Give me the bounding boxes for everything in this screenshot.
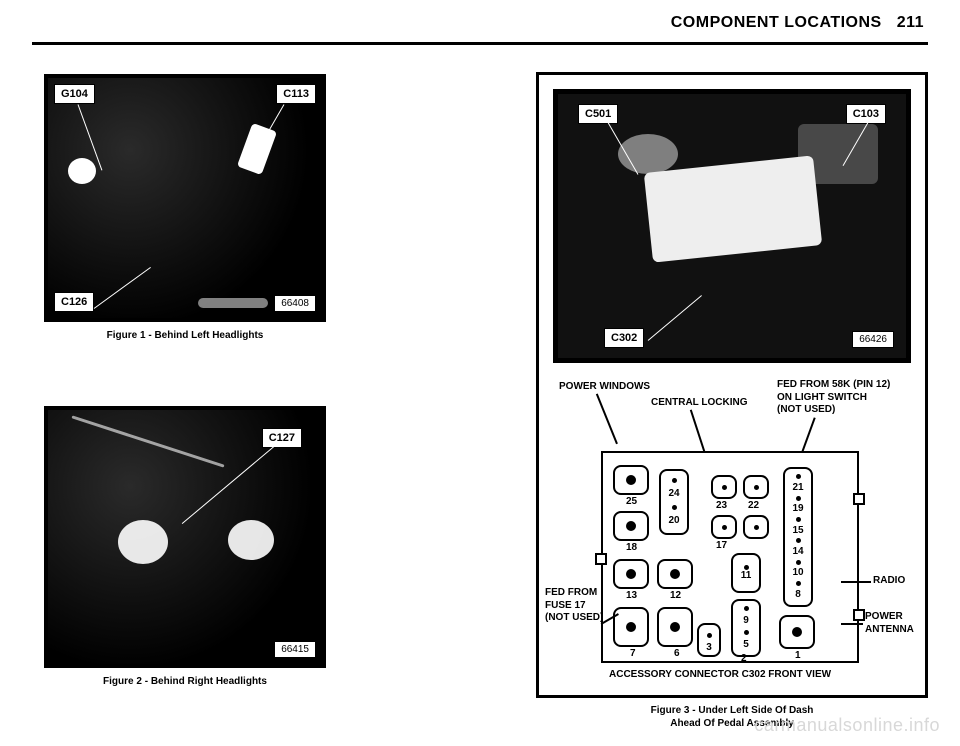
label-line: ON LIGHT SWITCH	[777, 392, 890, 405]
pin-20-num: 20	[668, 515, 679, 526]
header-rule	[32, 42, 928, 45]
pin-22-num: 22	[748, 500, 759, 511]
label-power-windows: POWER WINDOWS	[559, 381, 650, 392]
label-fed-58k: FED FROM 58K (PIN 12) ON LIGHT SWITCH (N…	[777, 379, 890, 417]
pin-15-num: 15	[792, 525, 803, 536]
frame-notch	[853, 609, 865, 621]
pin-1-num: 1	[795, 650, 801, 661]
pin-8-num: 8	[795, 589, 801, 600]
pin-3-lbl: 3	[706, 642, 712, 653]
pin-right-strip: 21 19 15 14 10 8	[783, 467, 813, 607]
pin-19-num: 19	[792, 503, 803, 514]
pin-18-num: 18	[626, 542, 637, 553]
pin-10-num: 10	[792, 567, 803, 578]
pin-24-20: 24 20	[659, 469, 689, 535]
callout-c127: C127	[262, 428, 302, 448]
label-line: FED FROM	[545, 587, 603, 600]
pin-2-num: 2	[741, 653, 747, 664]
label-line: ANTENNA	[865, 624, 914, 637]
pin-23	[711, 475, 737, 499]
pin-11-num: 11	[741, 570, 752, 581]
figure-3-photo: C501 C103 C302 66426	[553, 89, 911, 363]
watermark: carmanualsonline.info	[754, 715, 940, 736]
figure-3-panel: C501 C103 C302 66426 POWER WINDOWS CENTR…	[536, 72, 928, 698]
photo-highlight	[198, 298, 268, 308]
pin-blank	[743, 515, 769, 539]
pin-13	[613, 559, 649, 589]
label-line: POWER	[865, 611, 914, 624]
frame-notch	[853, 493, 865, 505]
callout-c113: C113	[276, 84, 316, 104]
pin-1	[779, 615, 815, 649]
label-fed-fuse17: FED FROM FUSE 17 (NOT USED)	[545, 587, 603, 625]
label-line: FUSE 17	[545, 600, 603, 613]
pin-5-num: 5	[743, 639, 749, 650]
pin-11: 11	[731, 553, 761, 593]
photo-highlight	[68, 158, 96, 184]
callout-c501: C501	[578, 104, 618, 124]
photo-highlight	[118, 520, 168, 564]
page-header: COMPONENT LOCATIONS 211	[671, 14, 924, 32]
figure-2-caption: Figure 2 - Behind Right Headlights	[44, 676, 326, 687]
figure-1-id: 66408	[274, 295, 316, 312]
pin-24-num: 24	[668, 488, 679, 499]
pin-12	[657, 559, 693, 589]
pin-9-num: 9	[743, 615, 749, 626]
leader-line	[648, 295, 702, 341]
callout-c126: C126	[54, 292, 94, 312]
label-power-antenna: POWER ANTENNA	[865, 611, 914, 636]
photo-highlight	[228, 520, 274, 560]
leader-line	[596, 393, 618, 444]
pin-17-num: 17	[716, 540, 727, 551]
photo-highlight	[644, 155, 822, 262]
label-line: (NOT USED)	[777, 404, 890, 417]
photo-bg	[48, 410, 322, 664]
pin-25	[613, 465, 649, 495]
header-title: COMPONENT LOCATIONS	[671, 14, 882, 31]
figure-1-photo: G104 C113 C126 66408	[44, 74, 326, 322]
label-radio: RADIO	[873, 575, 905, 588]
callout-c103: C103	[846, 104, 886, 124]
page-number: 211	[897, 14, 924, 31]
photo-highlight	[798, 124, 878, 184]
pin-23-num: 23	[716, 500, 727, 511]
pin-13-num: 13	[626, 590, 637, 601]
pin-21-num: 21	[792, 482, 803, 493]
callout-c302: C302	[604, 328, 644, 348]
label-line: FED FROM 58K (PIN 12)	[777, 379, 890, 392]
label-line: (NOT USED)	[545, 612, 603, 625]
figure-2-id: 66415	[274, 641, 316, 658]
pin-3: 3	[697, 623, 721, 657]
pin-9-5: 9 5	[731, 599, 761, 657]
callout-g104: G104	[54, 84, 95, 104]
pin-6	[657, 607, 693, 647]
pin-7-num: 7	[630, 648, 636, 659]
pin-6-num: 6	[674, 648, 680, 659]
frame-notch	[595, 553, 607, 565]
figure-3-photo-id: 66426	[852, 331, 894, 348]
photo-bg	[48, 78, 322, 318]
label-central-locking: CENTRAL LOCKING	[651, 397, 747, 408]
pin-22	[743, 475, 769, 499]
connector-frame: 25 18 13 7 24 20 12 6 3 3 23 22 17	[601, 451, 859, 663]
connector-title: ACCESSORY CONNECTOR C302 FRONT VIEW	[609, 669, 831, 680]
pin-17	[711, 515, 737, 539]
pin-25-num: 25	[626, 496, 637, 507]
figure-2-photo: C127 66415	[44, 406, 326, 668]
figure-1-caption: Figure 1 - Behind Left Headlights	[44, 330, 326, 341]
pin-14-num: 14	[792, 546, 803, 557]
pin-18	[613, 511, 649, 541]
leader-line	[841, 623, 863, 625]
leader-line	[841, 581, 871, 583]
pin-12-num: 12	[670, 590, 681, 601]
